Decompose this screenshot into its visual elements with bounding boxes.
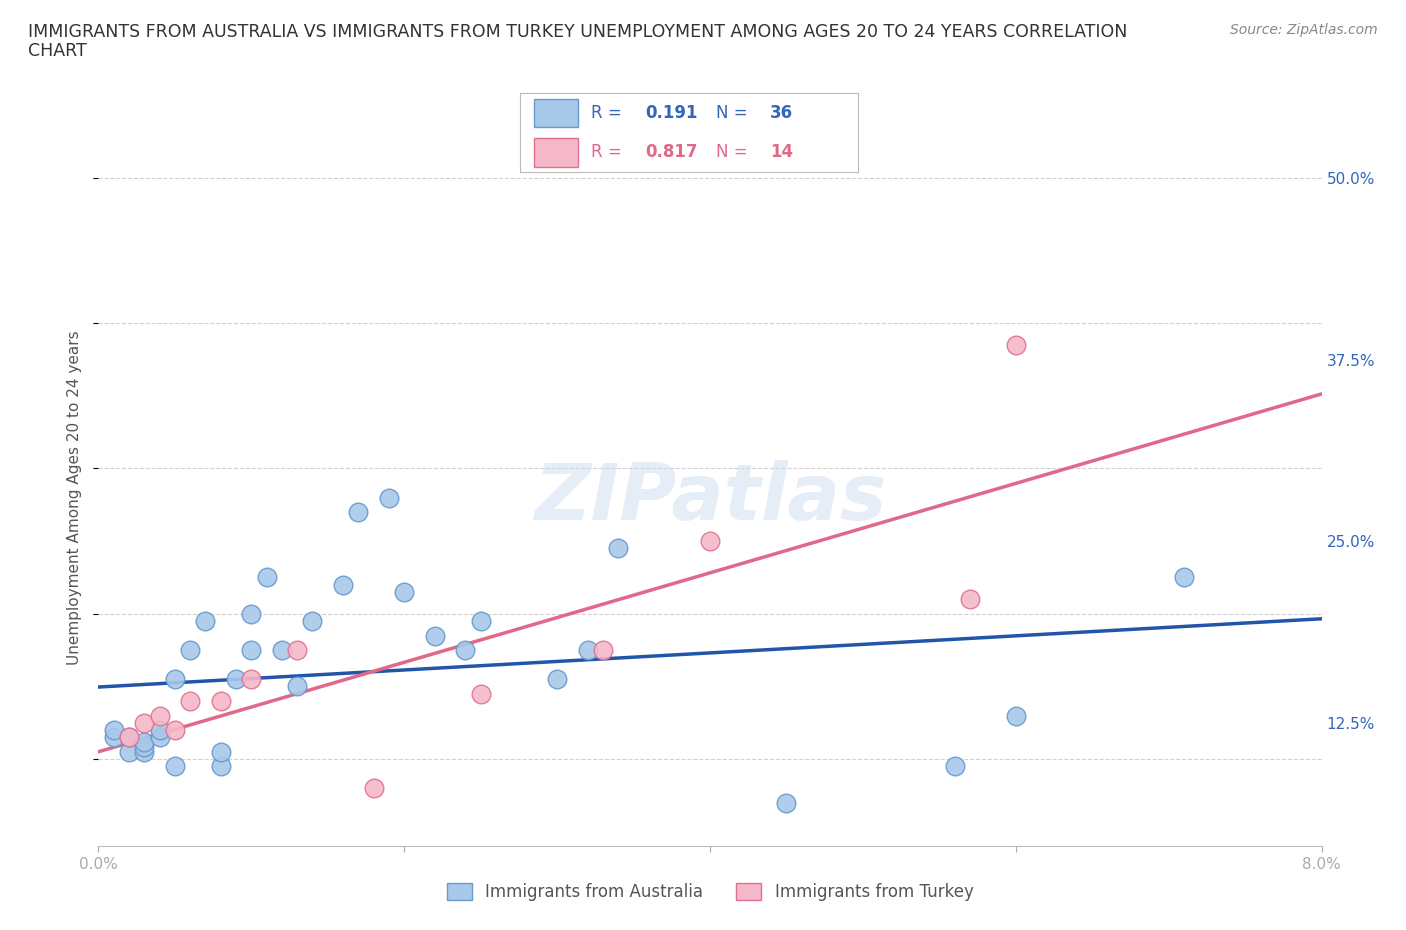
Point (134, 744, 156, 759)
Point (118, 730, 141, 745)
Text: N =: N = (716, 104, 752, 122)
Text: 0.191: 0.191 (645, 104, 697, 122)
Point (576, 643, 599, 658)
Point (179, 694, 201, 709)
Point (209, 744, 232, 759)
Text: R =: R = (591, 143, 627, 161)
Point (301, 614, 323, 629)
Text: R =: R = (591, 104, 627, 122)
Point (134, 735, 156, 750)
Point (209, 759, 232, 774)
Point (149, 723, 172, 737)
Point (118, 744, 141, 759)
Point (470, 686, 492, 701)
Bar (534, 99, 578, 127)
Legend: Immigrants from Australia, Immigrants from Turkey: Immigrants from Australia, Immigrants fr… (440, 876, 980, 908)
Point (423, 628, 446, 643)
Y-axis label: Unemployment Among Ages 20 to 24 years: Unemployment Among Ages 20 to 24 years (67, 330, 83, 665)
Point (332, 578, 354, 592)
Point (1004, 708, 1026, 723)
Point (149, 730, 172, 745)
Point (363, 781, 385, 796)
Point (270, 643, 294, 658)
Point (256, 570, 278, 585)
Text: N =: N = (716, 143, 752, 161)
Text: 14: 14 (770, 143, 793, 161)
Point (163, 671, 186, 686)
Text: Source: ZipAtlas.com: Source: ZipAtlas.com (1230, 23, 1378, 37)
Point (378, 490, 401, 505)
Text: IMMIGRANTS FROM AUSTRALIA VS IMMIGRANTS FROM TURKEY UNEMPLOYMENT AMONG AGES 20 T: IMMIGRANTS FROM AUSTRALIA VS IMMIGRANTS … (28, 23, 1128, 41)
Text: 0.817: 0.817 (645, 143, 697, 161)
Point (225, 671, 247, 686)
Point (607, 541, 630, 556)
Point (103, 723, 125, 737)
Point (470, 614, 492, 629)
Point (454, 643, 477, 658)
Bar (534, 138, 578, 166)
Point (392, 585, 416, 600)
Point (1173, 570, 1195, 585)
Point (240, 671, 263, 686)
Point (163, 759, 186, 774)
Point (103, 730, 125, 745)
Point (775, 795, 797, 810)
Text: 36: 36 (770, 104, 793, 122)
Point (285, 679, 308, 694)
Point (118, 730, 141, 745)
Point (163, 723, 186, 737)
Point (194, 614, 217, 629)
Text: CHART: CHART (28, 42, 87, 60)
Point (134, 715, 156, 730)
Point (959, 591, 981, 606)
Point (240, 643, 263, 658)
Point (699, 534, 721, 549)
Point (1004, 338, 1026, 352)
Text: ZIPatlas: ZIPatlas (534, 459, 886, 536)
Point (179, 643, 201, 658)
Point (149, 708, 172, 723)
Point (285, 643, 308, 658)
Point (592, 643, 614, 658)
Point (546, 671, 568, 686)
Point (240, 606, 263, 621)
Point (943, 759, 966, 774)
Point (347, 505, 370, 520)
Point (134, 740, 156, 755)
Point (209, 694, 232, 709)
